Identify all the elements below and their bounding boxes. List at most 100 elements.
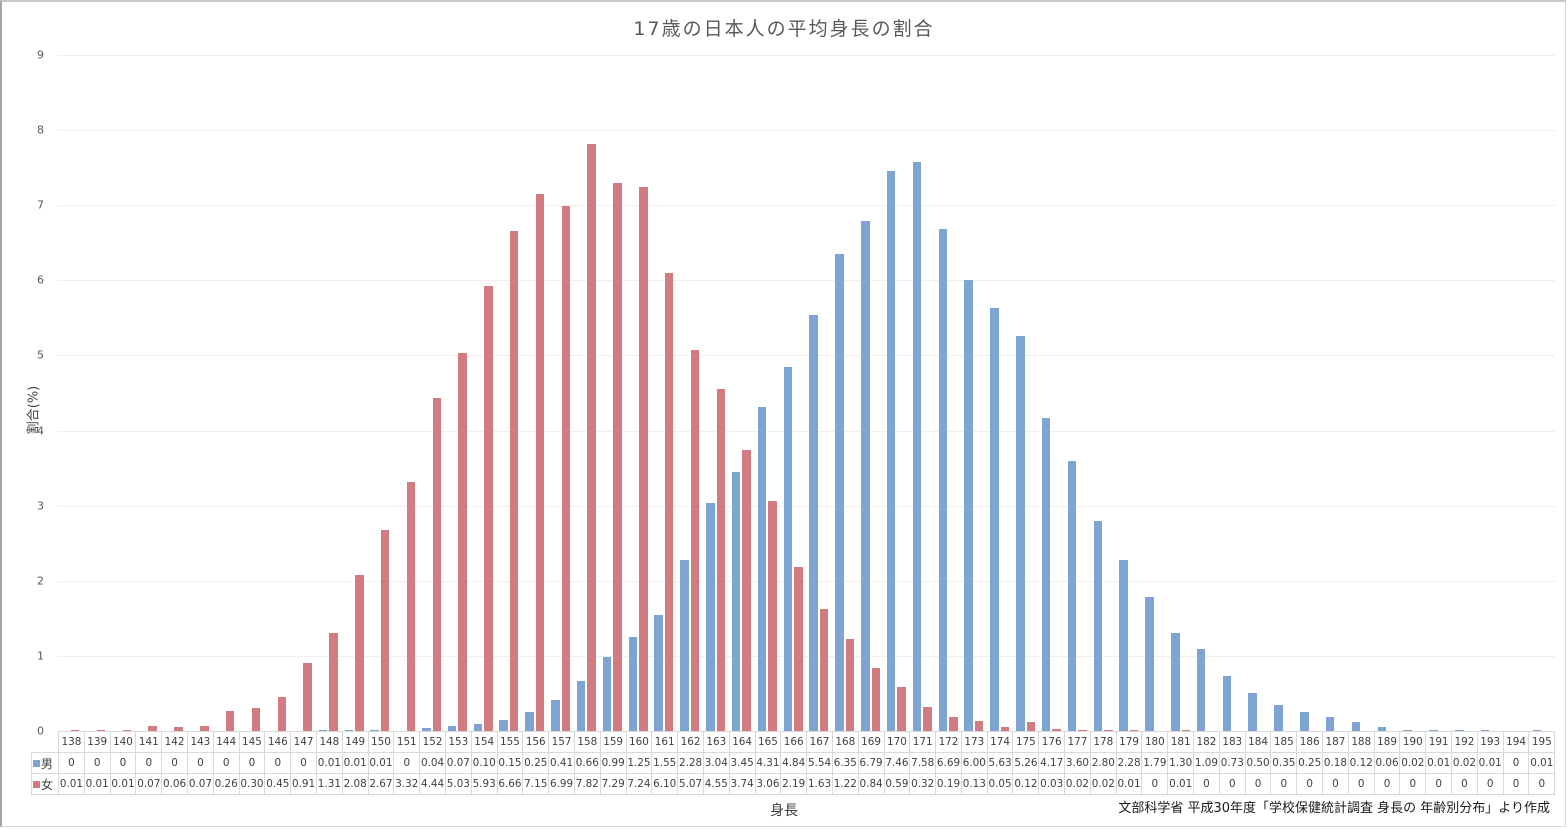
table-cell: 0 [1373,773,1401,795]
table-cell: 0.01 [109,773,137,795]
table-cell: 0 [1451,773,1478,795]
gridline [57,430,1555,432]
bar-male [422,728,431,731]
table-cell: 3.04 [702,752,730,774]
category-label: 188 [1347,731,1375,753]
bar-female [303,662,312,731]
data-table: 138 139 140 141 142 143 144 145 146 147 148 149 150 1… [31,731,1556,795]
table-cell: 2.28 [1115,752,1143,774]
table-cell: 0.06 [161,773,188,795]
table-cell: 7.82 [573,773,601,795]
bar-male [1480,730,1490,731]
table-cell: 1.31 [315,773,343,795]
table-cell: 0 [161,752,188,774]
table-cell: 5.03 [444,773,472,795]
table-cell: 0.25 [1296,752,1324,774]
category-label: 168 [831,731,859,753]
table-cell: 0.02 [1089,773,1117,795]
bar-female [484,285,493,731]
gridline [57,580,1555,582]
bar-female [225,711,235,731]
bar-female [70,730,80,731]
category-label: 148 [315,731,343,753]
bar-female [664,272,674,731]
table-cell: 0.41 [548,752,575,774]
table-cell: 0.19 [935,773,962,795]
bar-female [794,566,803,731]
table-cell: 0 [1270,773,1298,795]
bar-male [1119,559,1128,731]
bar-female [845,639,855,731]
y-tick-label: 7 [37,198,44,212]
bar-female [871,667,881,731]
table-cell: 0 [109,752,137,774]
table-cell: 5.07 [677,773,704,795]
bar-male [602,656,612,731]
bar-female [1078,729,1087,731]
table-cell: 0.18 [1322,752,1349,774]
bar-female [819,608,829,731]
category-label: 181 [1167,731,1195,753]
y-tick-label: 4 [37,424,44,438]
table-cell: 0 [83,752,111,774]
table-cell: 0 [290,752,317,774]
bar-male [783,367,793,731]
category-label: 140 [109,731,137,753]
category-label: 144 [212,731,240,753]
category-label: 138 [58,731,85,753]
table-cell: 0.01 [1115,773,1143,795]
table-cell: 6.99 [548,773,575,795]
bar-female [949,716,958,731]
bar-female [690,350,700,731]
table-cell: 0.01 [341,752,369,774]
bar-female [561,205,571,731]
table-cell: 0.02 [1399,752,1427,774]
table-cell: 1.25 [625,752,653,774]
table-cell: 0 [1322,773,1349,795]
table-cell: 0.02 [1451,752,1478,774]
bar-male [1016,335,1025,731]
table-cell: 0 [135,752,163,774]
bar-male [1532,730,1542,731]
table-cell: 0.01 [367,752,395,774]
bar-female [1026,722,1036,731]
bar-male [318,730,328,731]
table-cell: 6.79 [857,752,885,774]
bar-female [174,726,183,731]
gridline [57,130,1555,132]
category-label: 166 [780,731,808,753]
table-cell: 0.07 [444,752,472,774]
table-cell: 1.63 [806,773,833,795]
category-label: 139 [83,731,111,753]
bar-female [742,450,751,731]
table-cell: 0 [212,752,240,774]
table-cell: 2.80 [1089,752,1117,774]
bar-male [861,221,870,731]
chart-title: 17歳の日本人の平均身長の割合 [633,18,935,40]
bar-male [576,681,586,731]
category-label: 178 [1089,731,1117,753]
category-label: 171 [909,731,937,753]
table-cell: 0.50 [1244,752,1272,774]
bar-female [380,530,390,731]
table-cell: 4.84 [780,752,808,774]
table-cell: 5.93 [470,773,498,795]
table-cell: 0.35 [1270,752,1298,774]
table-cell: 3.06 [754,773,782,795]
table-cell: 6.10 [651,773,679,795]
bar-male [706,502,715,731]
y-tick-label: 1 [37,649,44,663]
bar-male [1300,712,1309,731]
bar-female [277,697,287,731]
y-tick-label: 2 [37,574,44,588]
table-cell: 3.45 [728,752,756,774]
bar-female [251,708,261,731]
legend-label: 男 [41,756,54,771]
bar-male [1274,704,1283,731]
bar-female [329,632,338,731]
category-label: 152 [419,731,446,753]
category-label: 146 [264,731,292,753]
table-cell: 0 [1244,773,1272,795]
bar-male [654,614,663,731]
bar-male [473,723,483,731]
